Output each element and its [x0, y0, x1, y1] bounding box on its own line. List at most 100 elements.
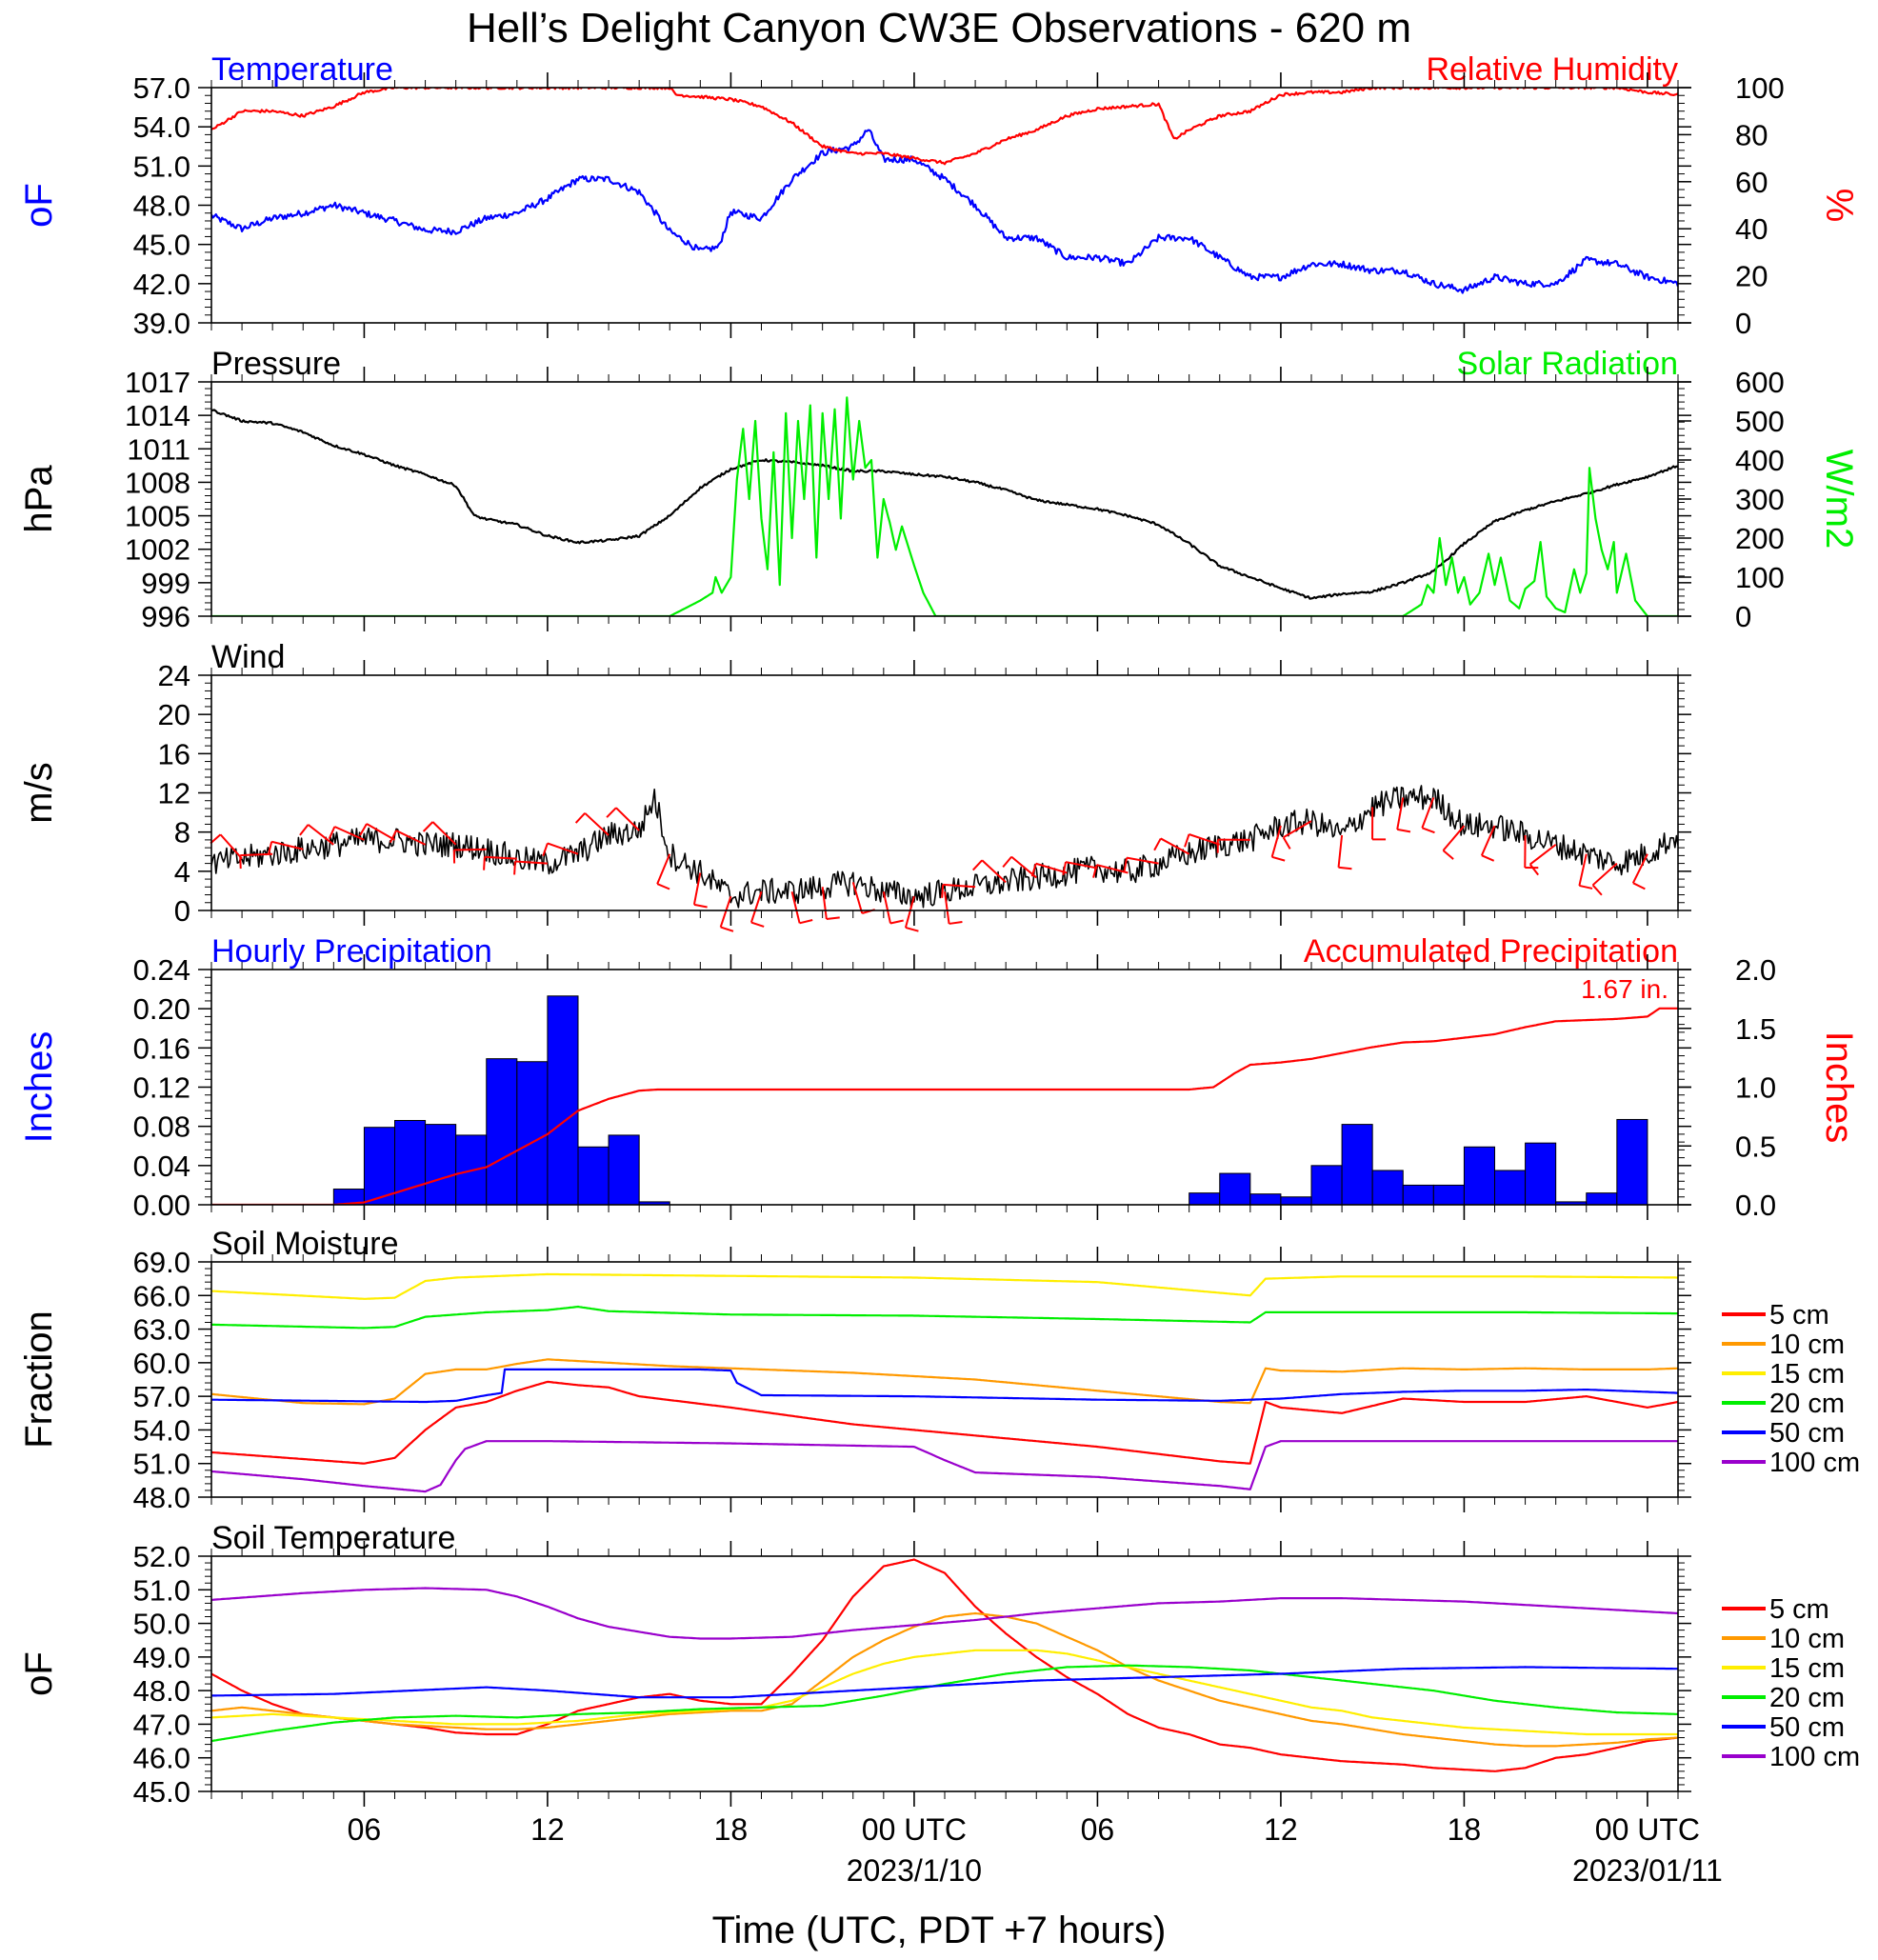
y-tick-label-left: 999 [141, 567, 190, 600]
legend-label: 5 cm [1769, 1300, 1829, 1330]
x-tick-label: 12 [530, 1812, 565, 1847]
series-line [211, 1274, 1678, 1299]
x-tick-label: 18 [714, 1812, 749, 1847]
wind-barb [585, 813, 609, 835]
legend-label: 10 cm [1769, 1624, 1845, 1654]
y-tick-label-right: 2.0 [1735, 953, 1776, 987]
y-axis-title-left: m/s [18, 762, 60, 823]
precip-bar [517, 1062, 548, 1205]
precip-bar [548, 996, 578, 1205]
y-tick-label-left: 0.20 [133, 992, 190, 1026]
panel-soil_temp: Soil Temperature45.046.047.048.049.050.0… [18, 1520, 1860, 1809]
legend-label: 50 cm [1769, 1418, 1845, 1449]
x-tick-label: 12 [1264, 1812, 1298, 1847]
y-tick-label-left: 0.24 [133, 953, 190, 987]
legend-label: 50 cm [1769, 1712, 1845, 1743]
panel-title-left: Pressure [211, 346, 341, 382]
y-tick-label-left: 1017 [125, 366, 190, 399]
precip-bar [1587, 1193, 1617, 1205]
wind-barb [721, 896, 731, 927]
panel-title-left: Wind [211, 639, 285, 675]
plot-area [211, 397, 1678, 616]
wind-barb [1066, 862, 1097, 868]
precip-bar [1281, 1197, 1311, 1205]
wind-barb [1443, 826, 1464, 850]
panel-title-right: Accumulated Precipitation [1304, 933, 1678, 970]
y-tick-label-left: 46.0 [133, 1742, 190, 1775]
y-tick-label-left: 45.0 [133, 1775, 190, 1809]
y-tick-label-left: 0.16 [133, 1031, 190, 1065]
y-axis-title-left: oF [18, 183, 60, 228]
y-tick-label-left: 20 [158, 698, 190, 731]
y-tick-label-left: 54.0 [133, 1413, 190, 1447]
y-tick-label-left: 1005 [125, 500, 190, 533]
series-line [211, 410, 1678, 599]
precip-bar [1495, 1170, 1526, 1205]
wind-barb [657, 854, 669, 884]
y-tick-label-left: 57.0 [133, 71, 190, 105]
wind-barb [853, 882, 863, 913]
legend-label: 20 cm [1769, 1389, 1845, 1419]
y-tick-label-left: 48.0 [133, 1481, 190, 1514]
panel-frame [211, 675, 1678, 910]
plot-area [211, 1560, 1678, 1771]
precip-bar [578, 1147, 609, 1205]
y-tick-label-left: 4 [174, 855, 190, 889]
legend: 5 cm10 cm15 cm20 cm50 cm100 cm [1722, 1594, 1860, 1772]
y-tick-label-right: 0 [1735, 307, 1751, 340]
precip-bar [609, 1135, 639, 1205]
precip-bar [426, 1125, 456, 1205]
y-tick-label-right: 500 [1735, 405, 1785, 438]
panel-soil_moist: Soil Moisture48.051.054.057.060.063.066.… [18, 1226, 1860, 1514]
y-tick-label-right: 400 [1735, 444, 1785, 477]
precip-bar [1189, 1193, 1220, 1205]
y-tick-label-left: 39.0 [133, 307, 190, 340]
panel-title-right: Solar Radiation [1457, 346, 1678, 382]
panel-pres_solar: Pressure Solar Radiation99699910021005100… [18, 346, 1860, 633]
series-line [211, 397, 1678, 616]
y-tick-label-left: 0.00 [133, 1189, 190, 1222]
series-line [211, 1650, 1678, 1734]
plot-area [211, 1274, 1678, 1491]
y-tick-label-right: 60 [1735, 166, 1768, 199]
precip-bar [1617, 1119, 1648, 1205]
wind-barb [943, 885, 975, 887]
x-tick-label: 18 [1448, 1812, 1482, 1847]
panel-title-left: Hourly Precipitation [211, 933, 492, 970]
precip-bar [1311, 1166, 1342, 1205]
precip-bar [1526, 1143, 1556, 1205]
y-tick-label-left: 45.0 [133, 229, 190, 262]
y-axis-title-right: W/m2 [1818, 450, 1860, 549]
y-tick-label-left: 0.04 [133, 1150, 190, 1183]
precip-bar [1250, 1194, 1281, 1205]
y-tick-label-left: 51.0 [133, 150, 190, 183]
y-tick-label-left: 50.0 [133, 1608, 190, 1641]
precip-bar [1464, 1147, 1494, 1205]
y-tick-label-left: 1008 [125, 466, 190, 499]
y-axis-title-left: hPa [18, 465, 60, 533]
series-line [211, 1441, 1678, 1491]
wind-barb [884, 891, 890, 923]
figure-title: Hell’s Delight Canyon CW3E Observations … [467, 5, 1411, 51]
legend-label: 100 cm [1769, 1448, 1860, 1478]
precip-bar [1433, 1185, 1464, 1205]
y-tick-label-left: 49.0 [133, 1641, 190, 1674]
panel-wind: Wind 0 4 8 12 16 20 24 m/s [18, 639, 1691, 931]
y-tick-label-right: 20 [1735, 260, 1768, 293]
series-line [211, 130, 1678, 293]
precip-bar [1403, 1185, 1433, 1205]
y-tick-label-left: 0.08 [133, 1110, 190, 1144]
legend-label: 15 cm [1769, 1653, 1845, 1684]
legend-label: 100 cm [1769, 1742, 1860, 1772]
panel-frame [211, 382, 1678, 616]
panel-frame [211, 1556, 1678, 1791]
y-tick-label-right: 80 [1735, 118, 1768, 151]
y-tick-label-right: 200 [1735, 522, 1785, 555]
precip-bar [1372, 1170, 1403, 1205]
y-axis-title-right: % [1818, 189, 1860, 223]
y-tick-label-right: 40 [1735, 212, 1768, 246]
y-axis-title-right: Inches [1818, 1031, 1860, 1144]
y-tick-label-left: 66.0 [133, 1279, 190, 1312]
y-tick-label-left: 1011 [127, 432, 190, 466]
